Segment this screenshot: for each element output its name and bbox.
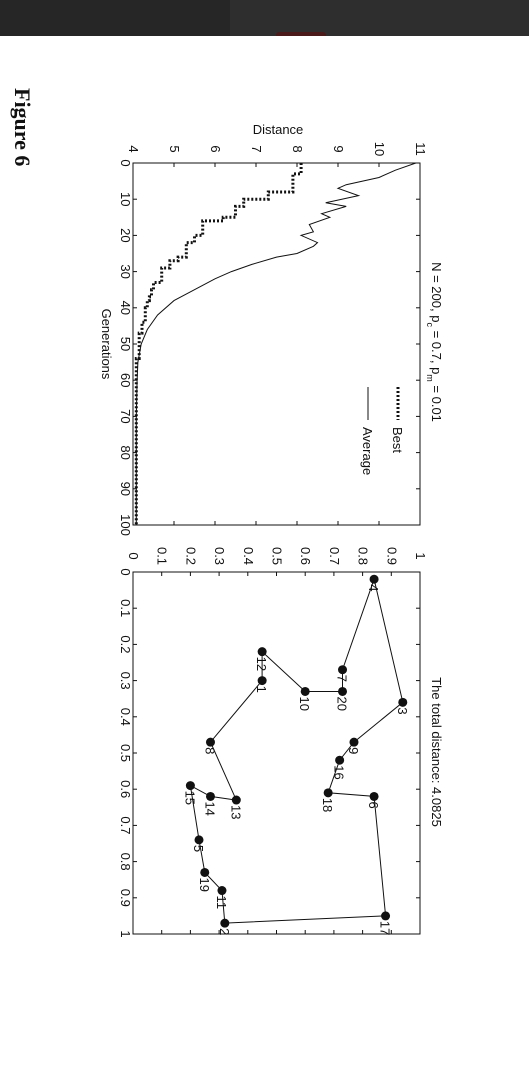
city-label: 20 (335, 696, 350, 710)
city-label: 11 (214, 896, 229, 910)
x-tick-label: 0.1 (118, 599, 133, 617)
tour-path (189, 579, 404, 924)
y-tick-label: 0.5 (270, 547, 285, 565)
x-tick-label: 50 (118, 337, 133, 351)
y-axis-label: Distance (253, 122, 304, 137)
city-label: 6 (366, 801, 381, 808)
y-tick-label: 4 (126, 145, 141, 152)
x-tick-label: 0 (118, 568, 133, 575)
x-tick-label: 0.6 (118, 780, 133, 798)
y-tick-label: 8 (290, 145, 305, 152)
city-point (220, 918, 230, 928)
series-best-line (134, 163, 303, 525)
plot-frame (132, 571, 421, 935)
city-point (398, 697, 408, 707)
city-label: 4 (366, 584, 381, 591)
city-label: 13 (228, 805, 243, 819)
x-tick-label: 100 (118, 514, 133, 536)
city-label: 1 (254, 686, 269, 693)
y-tick-label: 10 (372, 142, 387, 156)
city-point (194, 835, 204, 845)
city-point (185, 781, 195, 791)
y-tick-label: 5 (167, 145, 182, 152)
x-tick-label: 0.4 (118, 708, 133, 726)
x-tick-label: 0.7 (118, 816, 133, 834)
x-tick-label: 0.2 (118, 635, 133, 653)
chart-title: The total distance: 4.0825 (429, 677, 444, 827)
y-tick-label: 1 (413, 552, 428, 559)
city-point (338, 686, 348, 696)
y-tick-label: 0.7 (327, 547, 342, 565)
city-point (349, 737, 359, 747)
legend-best-label: Best (390, 427, 405, 453)
plot-frame (132, 162, 421, 526)
x-tick-label: 90 (118, 482, 133, 496)
city-label: 8 (202, 747, 217, 754)
x-tick-label: 0.9 (118, 889, 133, 907)
x-tick-label: 70 (118, 409, 133, 423)
city-label: 15 (182, 791, 197, 805)
y-tick-label: 0 (126, 552, 141, 559)
y-tick-label: 11 (413, 142, 428, 156)
city-label: 18 (320, 798, 335, 812)
x-tick-label: 0.3 (118, 672, 133, 690)
city-label: 5 (191, 845, 206, 852)
city-point (205, 791, 215, 801)
city-point (257, 647, 267, 657)
x-tick-label: 30 (118, 264, 133, 278)
x-tick-label: 0 (118, 159, 133, 166)
toolbar-shade (230, 0, 529, 36)
y-tick-label: 7 (249, 145, 264, 152)
y-tick-label: 0.8 (356, 547, 371, 565)
city-point (369, 791, 379, 801)
city-point (257, 676, 267, 686)
city-label: 9 (346, 747, 361, 754)
city-label: 3 (395, 707, 410, 714)
chart-tour: 00.10.20.30.40.50.60.70.80.910 0.1 0.2 0.3 0… (118, 547, 444, 938)
x-axis-label: Generations (99, 309, 114, 380)
y-tick-label: 0.3 (212, 547, 227, 565)
x-tick-label: 60 (118, 373, 133, 387)
city-point (335, 755, 345, 765)
city-point (338, 665, 348, 675)
city-label: 14 (202, 801, 217, 815)
city-point (381, 911, 391, 921)
x-tick-label: 0.8 (118, 853, 133, 871)
x-tick-label: 80 (118, 445, 133, 459)
chart-convergence: 0 10 20 30 40 50 60 70 80 90 100 4 5 6 7 8 9 10 11 Distance… (99, 122, 444, 536)
y-tick-label: 0.9 (384, 547, 399, 565)
y-tick-label: 6 (208, 145, 223, 152)
city-point (369, 574, 379, 584)
x-tick-label: 20 (118, 228, 133, 242)
x-tick-label: 1 (118, 930, 133, 937)
city-point (217, 886, 227, 896)
city-point (205, 737, 215, 747)
x-tick-label: 0.5 (118, 744, 133, 762)
series-average-line (135, 162, 417, 525)
city-label: 7 (335, 675, 350, 682)
legend-average-label: Average (360, 427, 375, 475)
city-point (300, 686, 310, 696)
city-label: 12 (254, 657, 269, 671)
city-label: 17 (378, 921, 393, 935)
city-point (231, 795, 241, 805)
y-tick-label: 0.1 (155, 547, 170, 565)
city-label: 2 (217, 928, 232, 935)
city-label: 10 (297, 696, 312, 710)
x-tick-label: 10 (118, 192, 133, 206)
browser-toolbar (0, 0, 529, 36)
active-tab-indicator[interactable] (276, 32, 326, 36)
city-point (200, 867, 210, 877)
y-tick-label: 0.4 (241, 547, 256, 565)
city-label: 16 (332, 765, 347, 779)
city-label: 19 (197, 877, 212, 891)
y-tick-label: 0.2 (183, 547, 198, 565)
y-tick-label: 9 (331, 145, 346, 152)
y-tick-label: 0.6 (298, 547, 313, 565)
chart-title: N = 200, pc = 0.7, pm = 0.01 (425, 262, 444, 422)
x-tick-label: 40 (118, 301, 133, 315)
city-point (323, 788, 333, 798)
